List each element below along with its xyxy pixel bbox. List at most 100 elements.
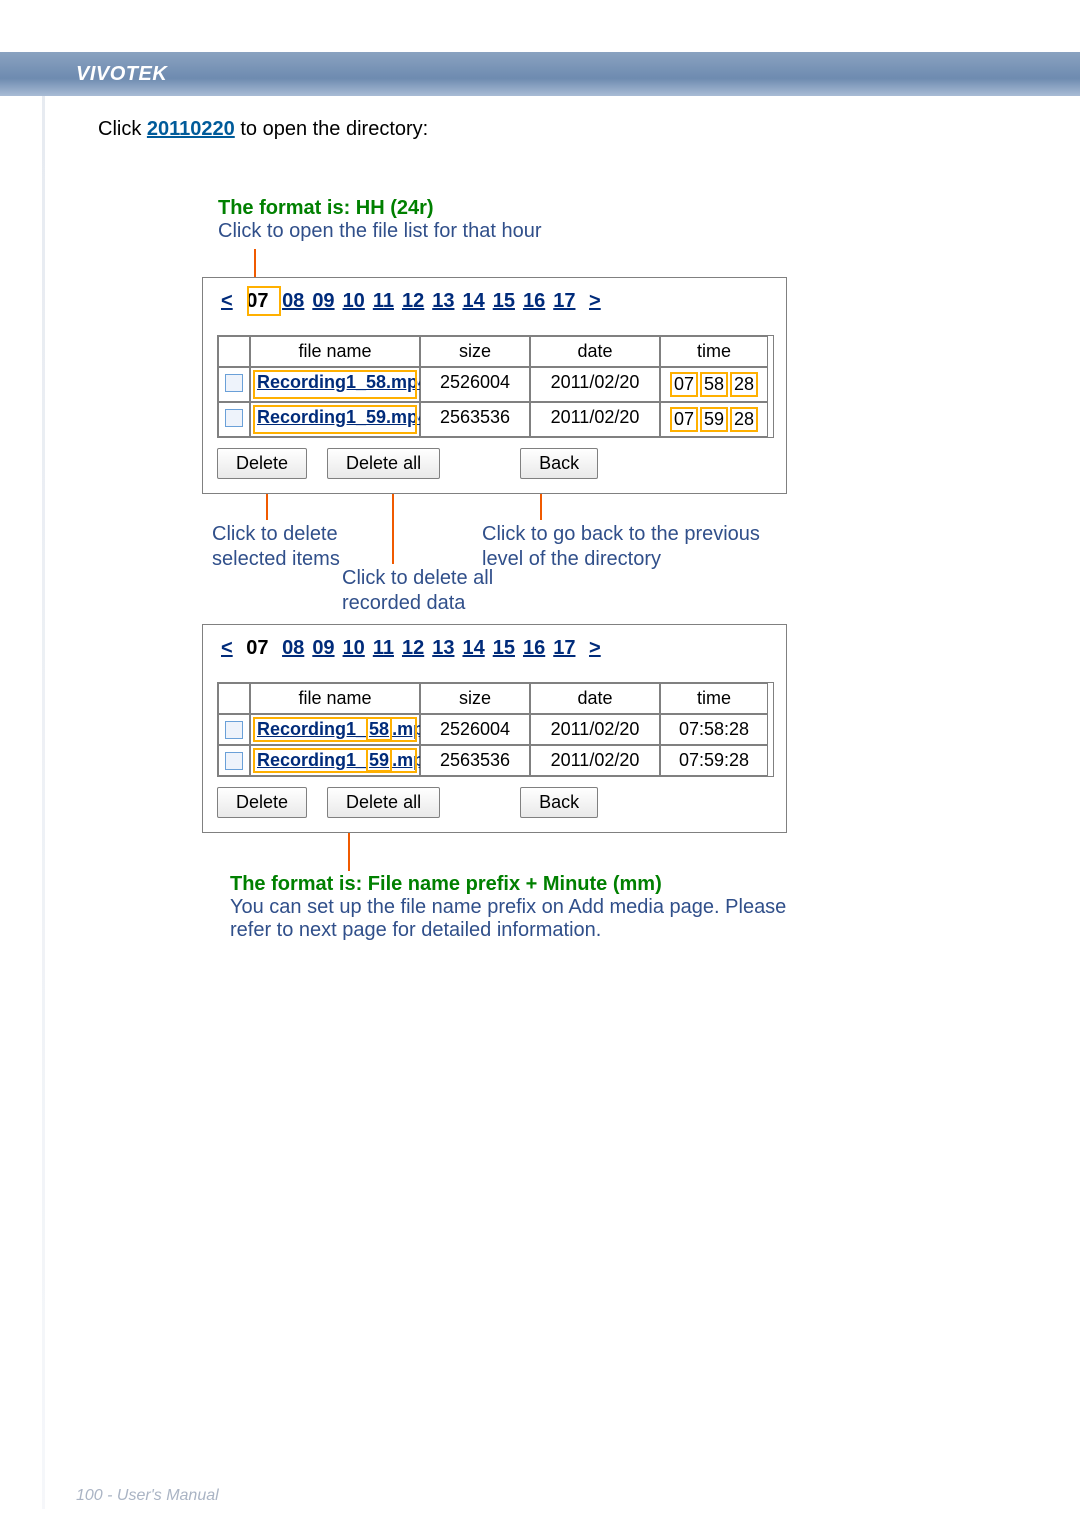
hour-link-09[interactable]: 09: [312, 637, 334, 659]
time-hh: 07: [670, 407, 698, 432]
time-ss: 28: [730, 407, 758, 432]
hour-link-14[interactable]: 14: [462, 637, 484, 659]
file-table-1: file name size date time Recording1_58.m…: [217, 335, 774, 438]
hour-link-13[interactable]: 13: [432, 290, 454, 312]
format-label-hh: The format is: HH (24r): [218, 197, 858, 220]
callout-line-back: [540, 494, 542, 520]
hour-link-15[interactable]: 15: [493, 637, 515, 659]
row-time: 07:59:28: [660, 745, 768, 776]
row-time: 075928: [660, 402, 768, 437]
checkbox-icon[interactable]: [225, 374, 243, 392]
row-filename: Recording1_59.mp4: [250, 402, 420, 437]
row-size: 2526004: [420, 367, 530, 402]
button-row-2: Delete Delete all Back: [217, 787, 772, 818]
time-hh: 07: [670, 372, 698, 397]
callout-line-delete: [266, 494, 268, 520]
hour-prev[interactable]: <: [221, 290, 233, 312]
date-directory-link[interactable]: 20110220: [147, 118, 235, 140]
intro-prefix: Click: [98, 118, 147, 140]
format-label-filename: The format is: File name prefix + Minute…: [230, 873, 830, 896]
hour-bar-2: < 07 08 09 10 11 12 13 14 15 16 17 >: [217, 635, 772, 664]
checkbox-icon[interactable]: [225, 409, 243, 427]
hour-link-10[interactable]: 10: [343, 290, 365, 312]
back-button-2[interactable]: Back: [520, 787, 598, 818]
hour-link-16[interactable]: 16: [523, 637, 545, 659]
delete-button-2[interactable]: Delete: [217, 787, 307, 818]
content-area: Click 20110220 to open the directory: Th…: [98, 118, 858, 942]
hour-link-11[interactable]: 11: [373, 637, 394, 659]
file-browser-panel-1: < 07 08 09 10 11 12 13 14 15 16 17 > file name si…: [202, 277, 787, 494]
intro-line: Click 20110220 to open the directory:: [98, 118, 858, 141]
col-date-2: date: [530, 683, 660, 714]
checkbox-icon[interactable]: [225, 721, 243, 739]
hour-link-12[interactable]: 12: [402, 290, 424, 312]
row-checkbox[interactable]: [218, 714, 250, 745]
format-sub-label-hh: Click to open the file list for that hou…: [218, 220, 858, 243]
time-mm: 59: [700, 407, 728, 432]
col-checkbox-2: [218, 683, 250, 714]
file-table-2: file name size date time Recording1_58.m…: [217, 682, 774, 777]
col-time: time: [660, 336, 768, 367]
filename-link[interactable]: Recording1_58.mp4: [257, 717, 434, 741]
row-date: 2011/02/20: [530, 714, 660, 745]
callouts-1: Click to delete selected items Click to …: [202, 494, 792, 614]
hour-next-2[interactable]: >: [589, 637, 601, 659]
col-size: size: [420, 336, 530, 367]
hour-next[interactable]: >: [589, 290, 601, 312]
row-filename: Recording1_58.mp4: [250, 714, 420, 745]
page-footer: 100 - User's Manual: [76, 1487, 219, 1505]
callout-back: Click to go back to the previous level o…: [482, 522, 802, 572]
back-button[interactable]: Back: [520, 448, 598, 479]
row-size: 2563536: [420, 745, 530, 776]
col-filename: file name: [250, 336, 420, 367]
hour-prev-2[interactable]: <: [221, 637, 233, 659]
filename-link[interactable]: Recording1_59.mp4: [257, 748, 434, 772]
hour-bar-1: < 07 08 09 10 11 12 13 14 15 16 17 >: [217, 288, 772, 317]
hour-link-17[interactable]: 17: [553, 290, 575, 312]
row-checkbox[interactable]: [218, 745, 250, 776]
hour-link-12[interactable]: 12: [402, 637, 424, 659]
hour-current: 07: [246, 290, 268, 312]
left-vertical-strip: [42, 52, 45, 1509]
hour-link-10[interactable]: 10: [343, 637, 365, 659]
hour-link-09[interactable]: 09: [312, 290, 334, 312]
row-filename: Recording1_58.mp4: [250, 367, 420, 402]
row-date: 2011/02/20: [530, 367, 660, 402]
hour-link-08[interactable]: 08: [282, 637, 304, 659]
row-checkbox[interactable]: [218, 367, 250, 402]
time-mm: 58: [700, 372, 728, 397]
hour-link-08[interactable]: 08: [282, 290, 304, 312]
intro-suffix: to open the directory:: [235, 118, 428, 140]
filename-link[interactable]: Recording1_58.mp4: [257, 372, 428, 392]
file-browser-panel-2: < 07 08 09 10 11 12 13 14 15 16 17 > file name si…: [202, 624, 787, 833]
row-date: 2011/02/20: [530, 402, 660, 437]
button-row-1: Delete Delete all Back: [217, 448, 772, 479]
hour-link-13[interactable]: 13: [432, 637, 454, 659]
callout-line-delete-all: [392, 494, 394, 564]
annotation-tick-to-07: [254, 249, 256, 277]
callout-delete: Click to delete selected items: [212, 522, 392, 572]
col-size-2: size: [420, 683, 530, 714]
hour-link-16[interactable]: 16: [523, 290, 545, 312]
callout-delete-all: Click to delete all recorded data: [342, 566, 562, 616]
annotation-tick-minute: [348, 833, 350, 871]
hour-link-17[interactable]: 17: [553, 637, 575, 659]
row-size: 2526004: [420, 714, 530, 745]
row-checkbox[interactable]: [218, 402, 250, 437]
filename-link[interactable]: Recording1_59.mp4: [257, 407, 428, 427]
hour-current-2: 07: [246, 637, 268, 659]
col-checkbox: [218, 336, 250, 367]
delete-all-button[interactable]: Delete all: [327, 448, 440, 479]
row-filename: Recording1_59.mp4: [250, 745, 420, 776]
row-time: 075828: [660, 367, 768, 402]
page-header: VIVOTEK: [0, 52, 1080, 96]
delete-all-button-2[interactable]: Delete all: [327, 787, 440, 818]
delete-button[interactable]: Delete: [217, 448, 307, 479]
checkbox-icon[interactable]: [225, 752, 243, 770]
col-time-2: time: [660, 683, 768, 714]
hour-link-11[interactable]: 11: [373, 290, 394, 312]
row-size: 2563536: [420, 402, 530, 437]
hour-link-15[interactable]: 15: [493, 290, 515, 312]
hour-link-14[interactable]: 14: [462, 290, 484, 312]
format-sub-label-filename: You can set up the file name prefix on A…: [230, 896, 790, 942]
